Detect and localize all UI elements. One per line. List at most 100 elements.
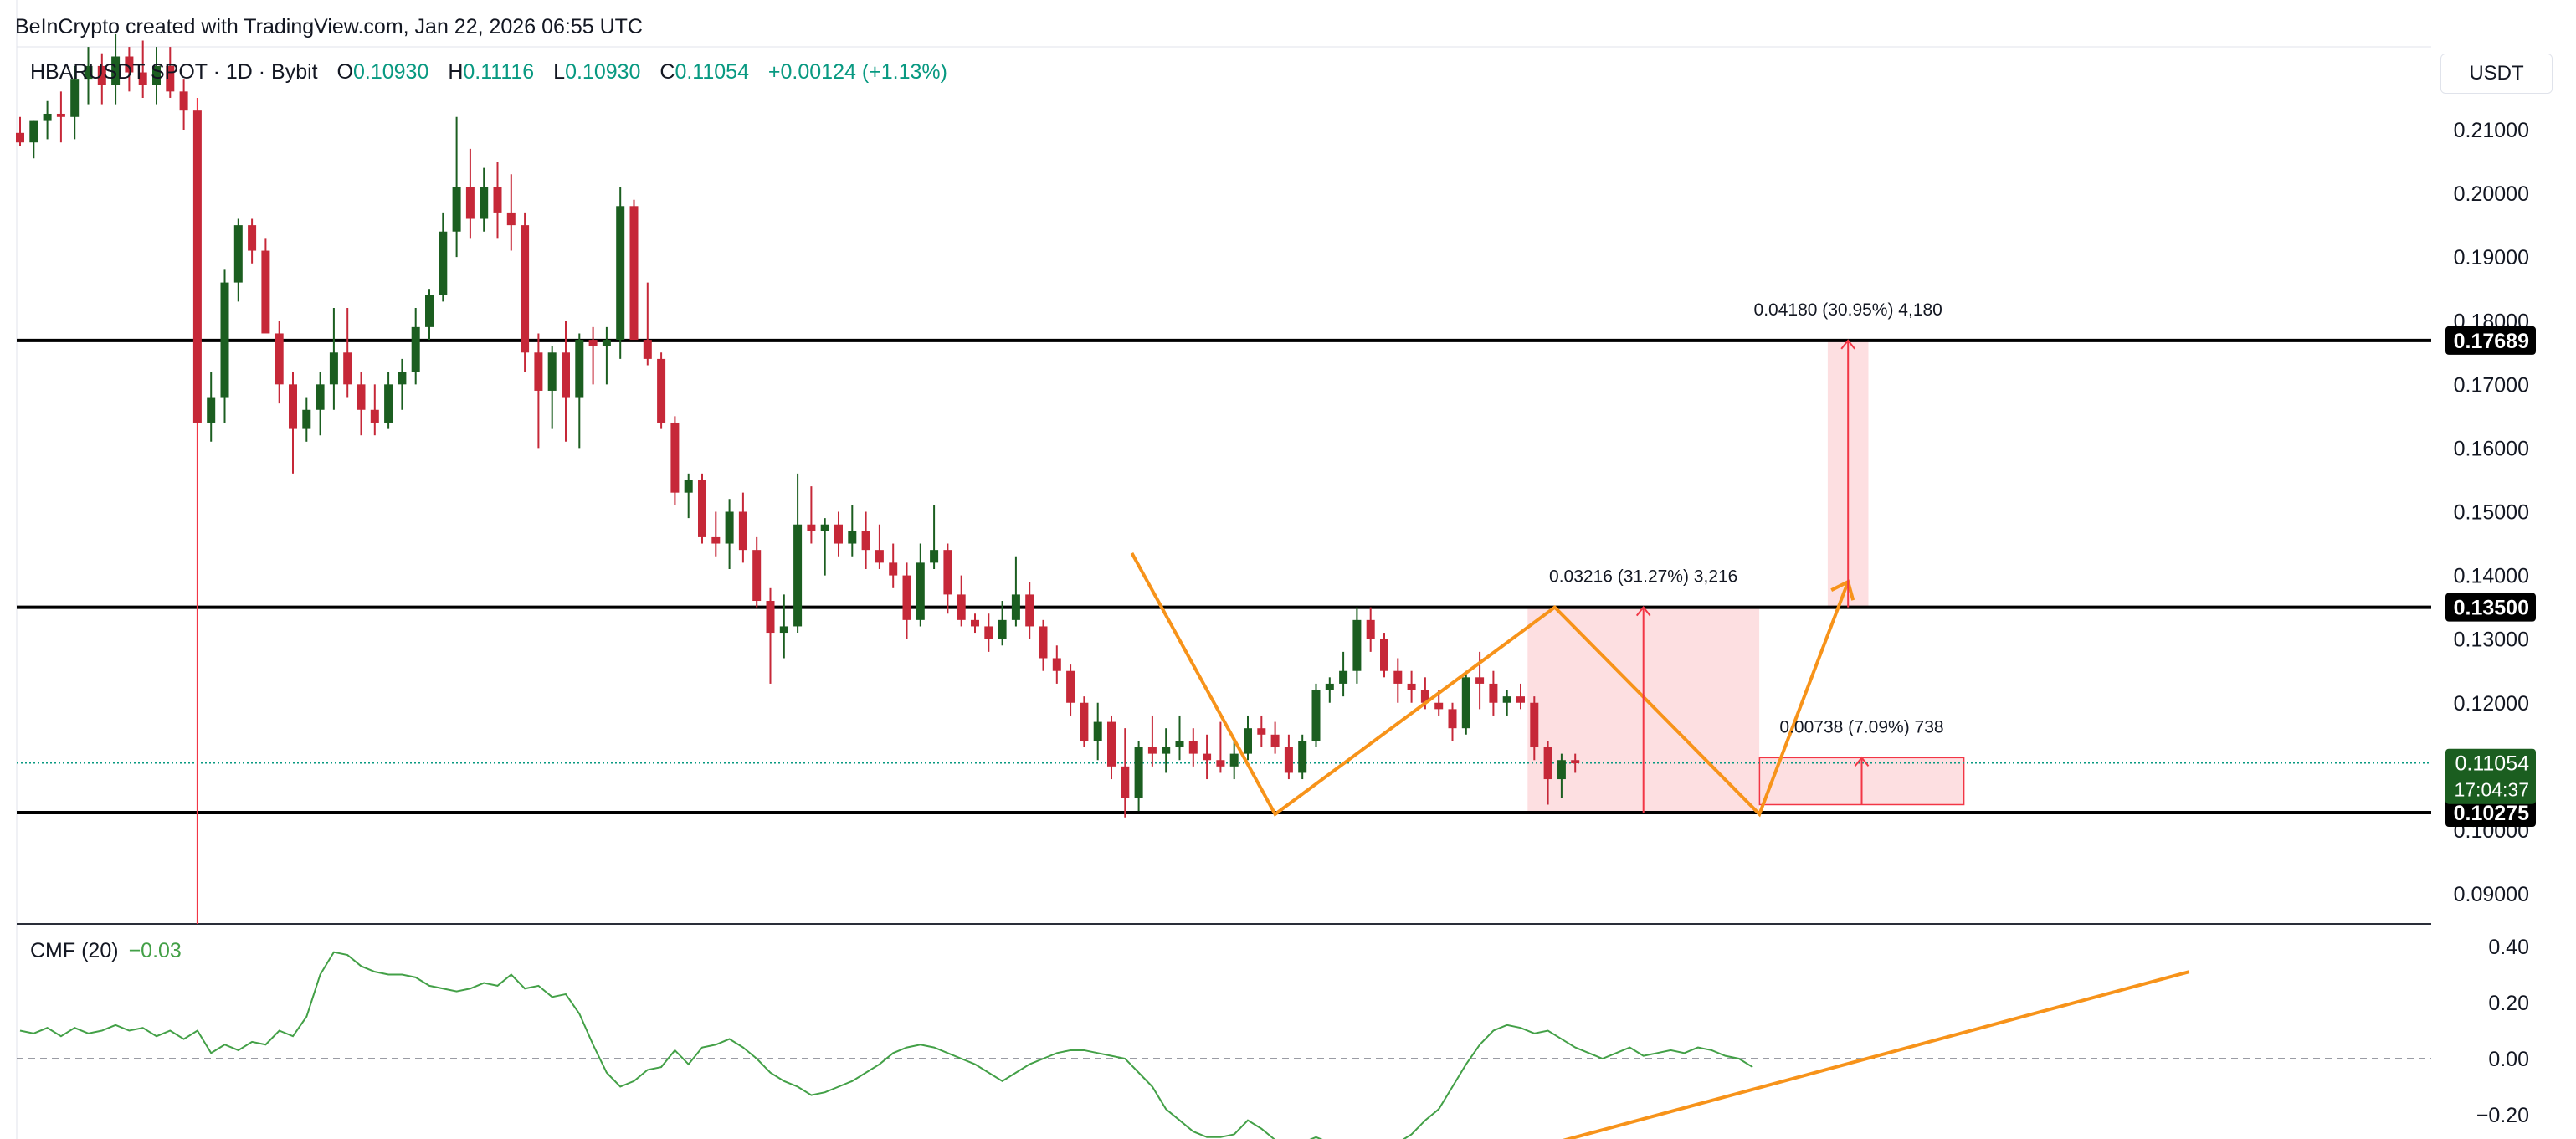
- candle-body: [588, 340, 598, 346]
- candle-body: [16, 132, 24, 143]
- candle-body: [725, 511, 734, 544]
- candle-body: [302, 409, 311, 429]
- candle: [1229, 741, 1239, 780]
- candle-body: [1475, 677, 1485, 684]
- candle: [807, 486, 816, 544]
- candle: [439, 212, 448, 302]
- high-label: H: [448, 60, 464, 84]
- candle: [1011, 556, 1020, 627]
- candle-body: [711, 536, 721, 544]
- candle: [711, 511, 721, 557]
- candle-body: [465, 187, 475, 219]
- last-price-badge: 0.11054 17:04:37: [2445, 748, 2536, 804]
- measurement-arrowhead: [1854, 756, 1870, 767]
- candle-body: [738, 511, 747, 551]
- candle-body: [1147, 747, 1157, 754]
- candle: [56, 91, 65, 143]
- candle-body: [111, 56, 121, 85]
- price-tick-label: 0.16000: [2454, 437, 2529, 460]
- candle: [411, 308, 420, 385]
- candle-body: [629, 206, 639, 341]
- candle-body: [439, 231, 448, 295]
- horizontal-levels: [16, 0, 2431, 1139]
- candle-body: [207, 397, 216, 423]
- candle: [1543, 741, 1552, 805]
- candle-body: [1080, 702, 1089, 741]
- candle-body: [820, 524, 829, 531]
- candle: [1393, 658, 1403, 703]
- candle-body: [1039, 626, 1048, 659]
- candle-body: [1175, 741, 1184, 748]
- candle: [233, 218, 243, 302]
- candle-body: [957, 594, 966, 620]
- candle-body: [1311, 690, 1321, 741]
- candle: [343, 308, 352, 398]
- price-tick-label: 0.21000: [2454, 119, 2529, 142]
- candle-body: [902, 575, 911, 620]
- candle-body: [261, 250, 270, 334]
- candle: [1284, 734, 1293, 780]
- candle: [29, 120, 38, 159]
- candle: [657, 352, 666, 429]
- candle-body: [1011, 594, 1020, 620]
- candle-body: [1270, 734, 1280, 748]
- candle-body: [1188, 741, 1198, 754]
- candle-body: [138, 72, 147, 85]
- candle-body: [43, 113, 52, 121]
- candle-body: [984, 626, 993, 639]
- candle-body: [289, 384, 297, 429]
- candle: [971, 613, 979, 634]
- cmf-line: [19, 951, 1753, 1139]
- candle: [425, 289, 434, 341]
- cmf-legend: CMF (20) −0.03: [30, 939, 182, 963]
- change-value: +0.00124 (+1.13%): [767, 60, 947, 84]
- candle-body: [1448, 709, 1457, 729]
- currency-button[interactable]: USDT: [2440, 54, 2553, 94]
- candle-body: [930, 550, 939, 563]
- candle-body: [343, 352, 352, 385]
- candle: [562, 321, 570, 442]
- candle: [1080, 696, 1089, 748]
- candle: [875, 524, 884, 569]
- price-axis: 0.210000.200000.190000.180000.170000.160…: [2445, 119, 2536, 906]
- candle-body: [370, 409, 379, 423]
- measurement-label: 0.00738 (7.09%) 738: [1779, 717, 1943, 736]
- candle-body: [1203, 753, 1212, 761]
- candle-body: [698, 480, 706, 537]
- candle-body: [192, 110, 202, 423]
- measurement-label: 0.04180 (30.95%) 4,180: [1754, 300, 1942, 320]
- candle-body: [684, 480, 693, 493]
- cmf-title[interactable]: CMF (20): [30, 939, 119, 962]
- candle: [521, 212, 530, 372]
- candle: [166, 47, 175, 98]
- candle-body: [1284, 747, 1293, 773]
- candle: [248, 218, 257, 264]
- candle-body: [1339, 670, 1348, 684]
- candle: [138, 40, 147, 98]
- candle: [834, 511, 843, 557]
- candle-body: [602, 340, 611, 346]
- candle: [930, 505, 939, 569]
- level-badge-text: 0.17689: [2454, 330, 2529, 353]
- candle: [820, 518, 829, 576]
- candle-body: [357, 384, 366, 410]
- candle: [84, 47, 93, 105]
- candle: [111, 33, 121, 105]
- candle-body: [506, 212, 516, 226]
- candle-body: [807, 524, 816, 531]
- candle: [698, 473, 706, 544]
- candle-body: [411, 326, 420, 372]
- candle-body: [916, 562, 925, 620]
- candle: [370, 384, 379, 436]
- cmf-tick-label: 0.00: [2488, 1048, 2529, 1071]
- candle-body: [1366, 619, 1375, 639]
- candle: [1134, 741, 1143, 812]
- candle: [684, 473, 693, 519]
- candle: [506, 174, 516, 251]
- candle-body: [97, 65, 106, 85]
- symbol-label[interactable]: HBARUSDT SPOT · 1D · Bybit: [30, 60, 318, 84]
- candle: [1530, 696, 1539, 761]
- candle-body: [1543, 747, 1552, 780]
- candle: [316, 372, 325, 436]
